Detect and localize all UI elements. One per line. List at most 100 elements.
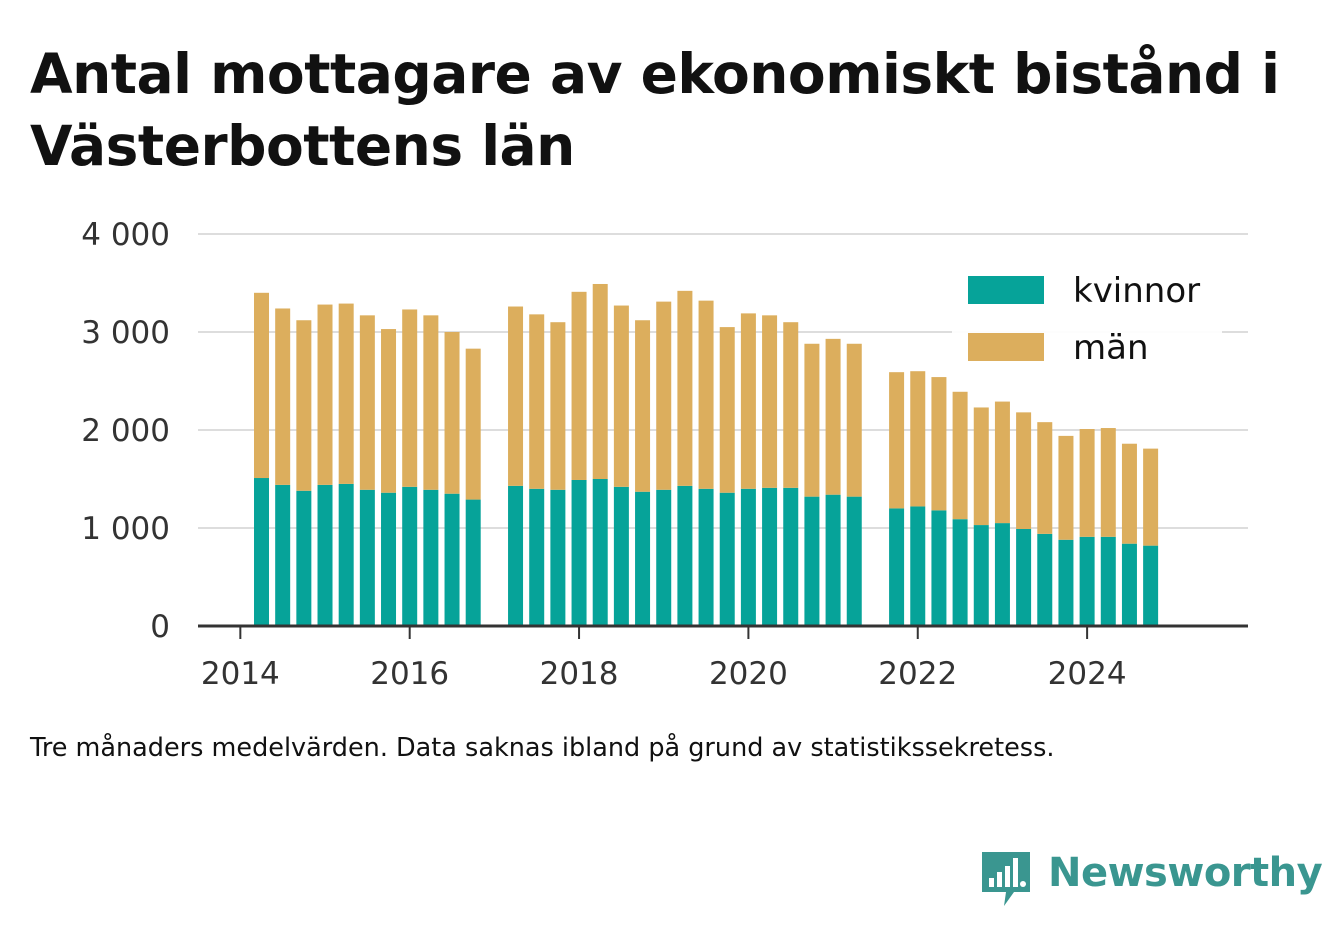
bar-kvinnor [254, 478, 270, 626]
bar-man [1037, 422, 1053, 534]
bar-man [656, 301, 672, 490]
bar-kvinnor [635, 491, 651, 626]
bar-kvinnor [359, 489, 375, 626]
bar-kvinnor [529, 488, 545, 626]
x-tick-label: 2024 [1048, 656, 1127, 692]
bar-man [296, 320, 312, 491]
bar-man [910, 371, 926, 507]
bar-man [359, 315, 375, 490]
bar-man [529, 314, 545, 489]
x-tick-label: 2014 [201, 656, 280, 692]
bar-kvinnor [465, 499, 481, 626]
bar-kvinnor [402, 486, 418, 626]
bar-man [317, 304, 333, 485]
axes: 0 1 000 2 000 3 000 4 000 2014 2016 2018 2020 202… [81, 217, 1248, 692]
bar-man [804, 343, 820, 497]
bar-kvinnor [677, 485, 693, 626]
y-tick-label: 0 [150, 609, 170, 645]
bar-man [613, 305, 629, 487]
bar-kvinnor [910, 506, 926, 626]
bar-man [677, 290, 693, 486]
bar-man [1016, 412, 1032, 529]
legend-swatch [968, 276, 1044, 304]
bar-kvinnor [1079, 536, 1095, 626]
y-tick-label: 1 000 [81, 511, 170, 547]
bar-kvinnor [719, 492, 735, 626]
brand-name: Newsworthy [1048, 850, 1322, 896]
bar-kvinnor [740, 488, 756, 626]
bar-kvinnor [317, 484, 333, 626]
bar-kvinnor [1058, 539, 1074, 626]
bar-man [338, 303, 354, 484]
bar-man [952, 391, 968, 520]
bar-kvinnor [381, 492, 397, 626]
bars [254, 283, 1159, 626]
legend: kvinnor män [952, 268, 1222, 388]
bar-man [740, 313, 756, 489]
y-tick-label: 4 000 [81, 217, 170, 253]
bar-kvinnor [508, 485, 524, 626]
bar-kvinnor [1037, 533, 1053, 626]
bar-kvinnor [275, 484, 291, 626]
bar-man [592, 283, 608, 479]
x-tick-label: 2016 [370, 656, 449, 692]
y-tick-label: 3 000 [81, 315, 170, 351]
bar-man [994, 401, 1010, 524]
bar-man [550, 322, 566, 490]
bar-kvinnor [296, 490, 312, 626]
bar-man [635, 320, 651, 492]
bar-kvinnor [889, 508, 905, 626]
bar-man [381, 329, 397, 493]
bar-kvinnor [613, 486, 629, 626]
legend-swatch [968, 333, 1044, 361]
stacked-bar-chart: 0 1 000 2 000 3 000 4 000 2014 2016 2018 2020 202… [81, 217, 1248, 692]
bar-man [1143, 448, 1159, 546]
bar-man [719, 327, 735, 493]
legend-label: män [1073, 328, 1149, 368]
bar-man [1079, 429, 1095, 537]
bar-man [825, 338, 841, 495]
bar-man [762, 315, 778, 488]
bar-kvinnor [846, 496, 862, 626]
bar-man [402, 309, 418, 487]
bar-kvinnor [698, 488, 714, 626]
bar-kvinnor [973, 525, 989, 626]
bar-kvinnor [762, 487, 778, 626]
bar-man [571, 291, 587, 480]
bar-kvinnor [423, 489, 439, 626]
bar-kvinnor [656, 489, 672, 626]
bar-kvinnor [931, 510, 947, 626]
bar-man [508, 306, 524, 486]
bar-man [465, 348, 481, 500]
bar-man [698, 300, 714, 489]
bar-man [783, 322, 799, 488]
bar-kvinnor [1121, 543, 1137, 626]
bar-man [889, 372, 905, 509]
x-tick-label: 2020 [709, 656, 788, 692]
bar-man [931, 377, 947, 511]
bar-man [1100, 428, 1116, 537]
bar-kvinnor [338, 483, 354, 626]
bar-kvinnor [1100, 536, 1116, 626]
x-tick-label: 2022 [878, 656, 957, 692]
bar-kvinnor [1016, 528, 1032, 626]
legend-label: kvinnor [1073, 271, 1200, 311]
y-tick-label: 2 000 [81, 413, 170, 449]
bar-kvinnor [550, 489, 566, 626]
bar-man [254, 292, 270, 479]
bar-kvinnor [592, 479, 608, 626]
x-tick-label: 2018 [540, 656, 619, 692]
bar-kvinnor [825, 494, 841, 626]
bar-man [1058, 435, 1074, 540]
bar-man [973, 407, 989, 526]
bar-man [1121, 443, 1137, 544]
bar-kvinnor [804, 496, 820, 626]
bar-kvinnor [444, 493, 460, 626]
bar-kvinnor [952, 519, 968, 626]
bar-chart-speech-bubble-icon [982, 852, 1030, 906]
chart-title: Antal mottagare av ekonomiskt bistånd i … [30, 42, 1280, 178]
bar-man [846, 343, 862, 497]
bar-man [444, 332, 460, 494]
bar-kvinnor [571, 479, 587, 626]
bar-man [275, 308, 291, 485]
